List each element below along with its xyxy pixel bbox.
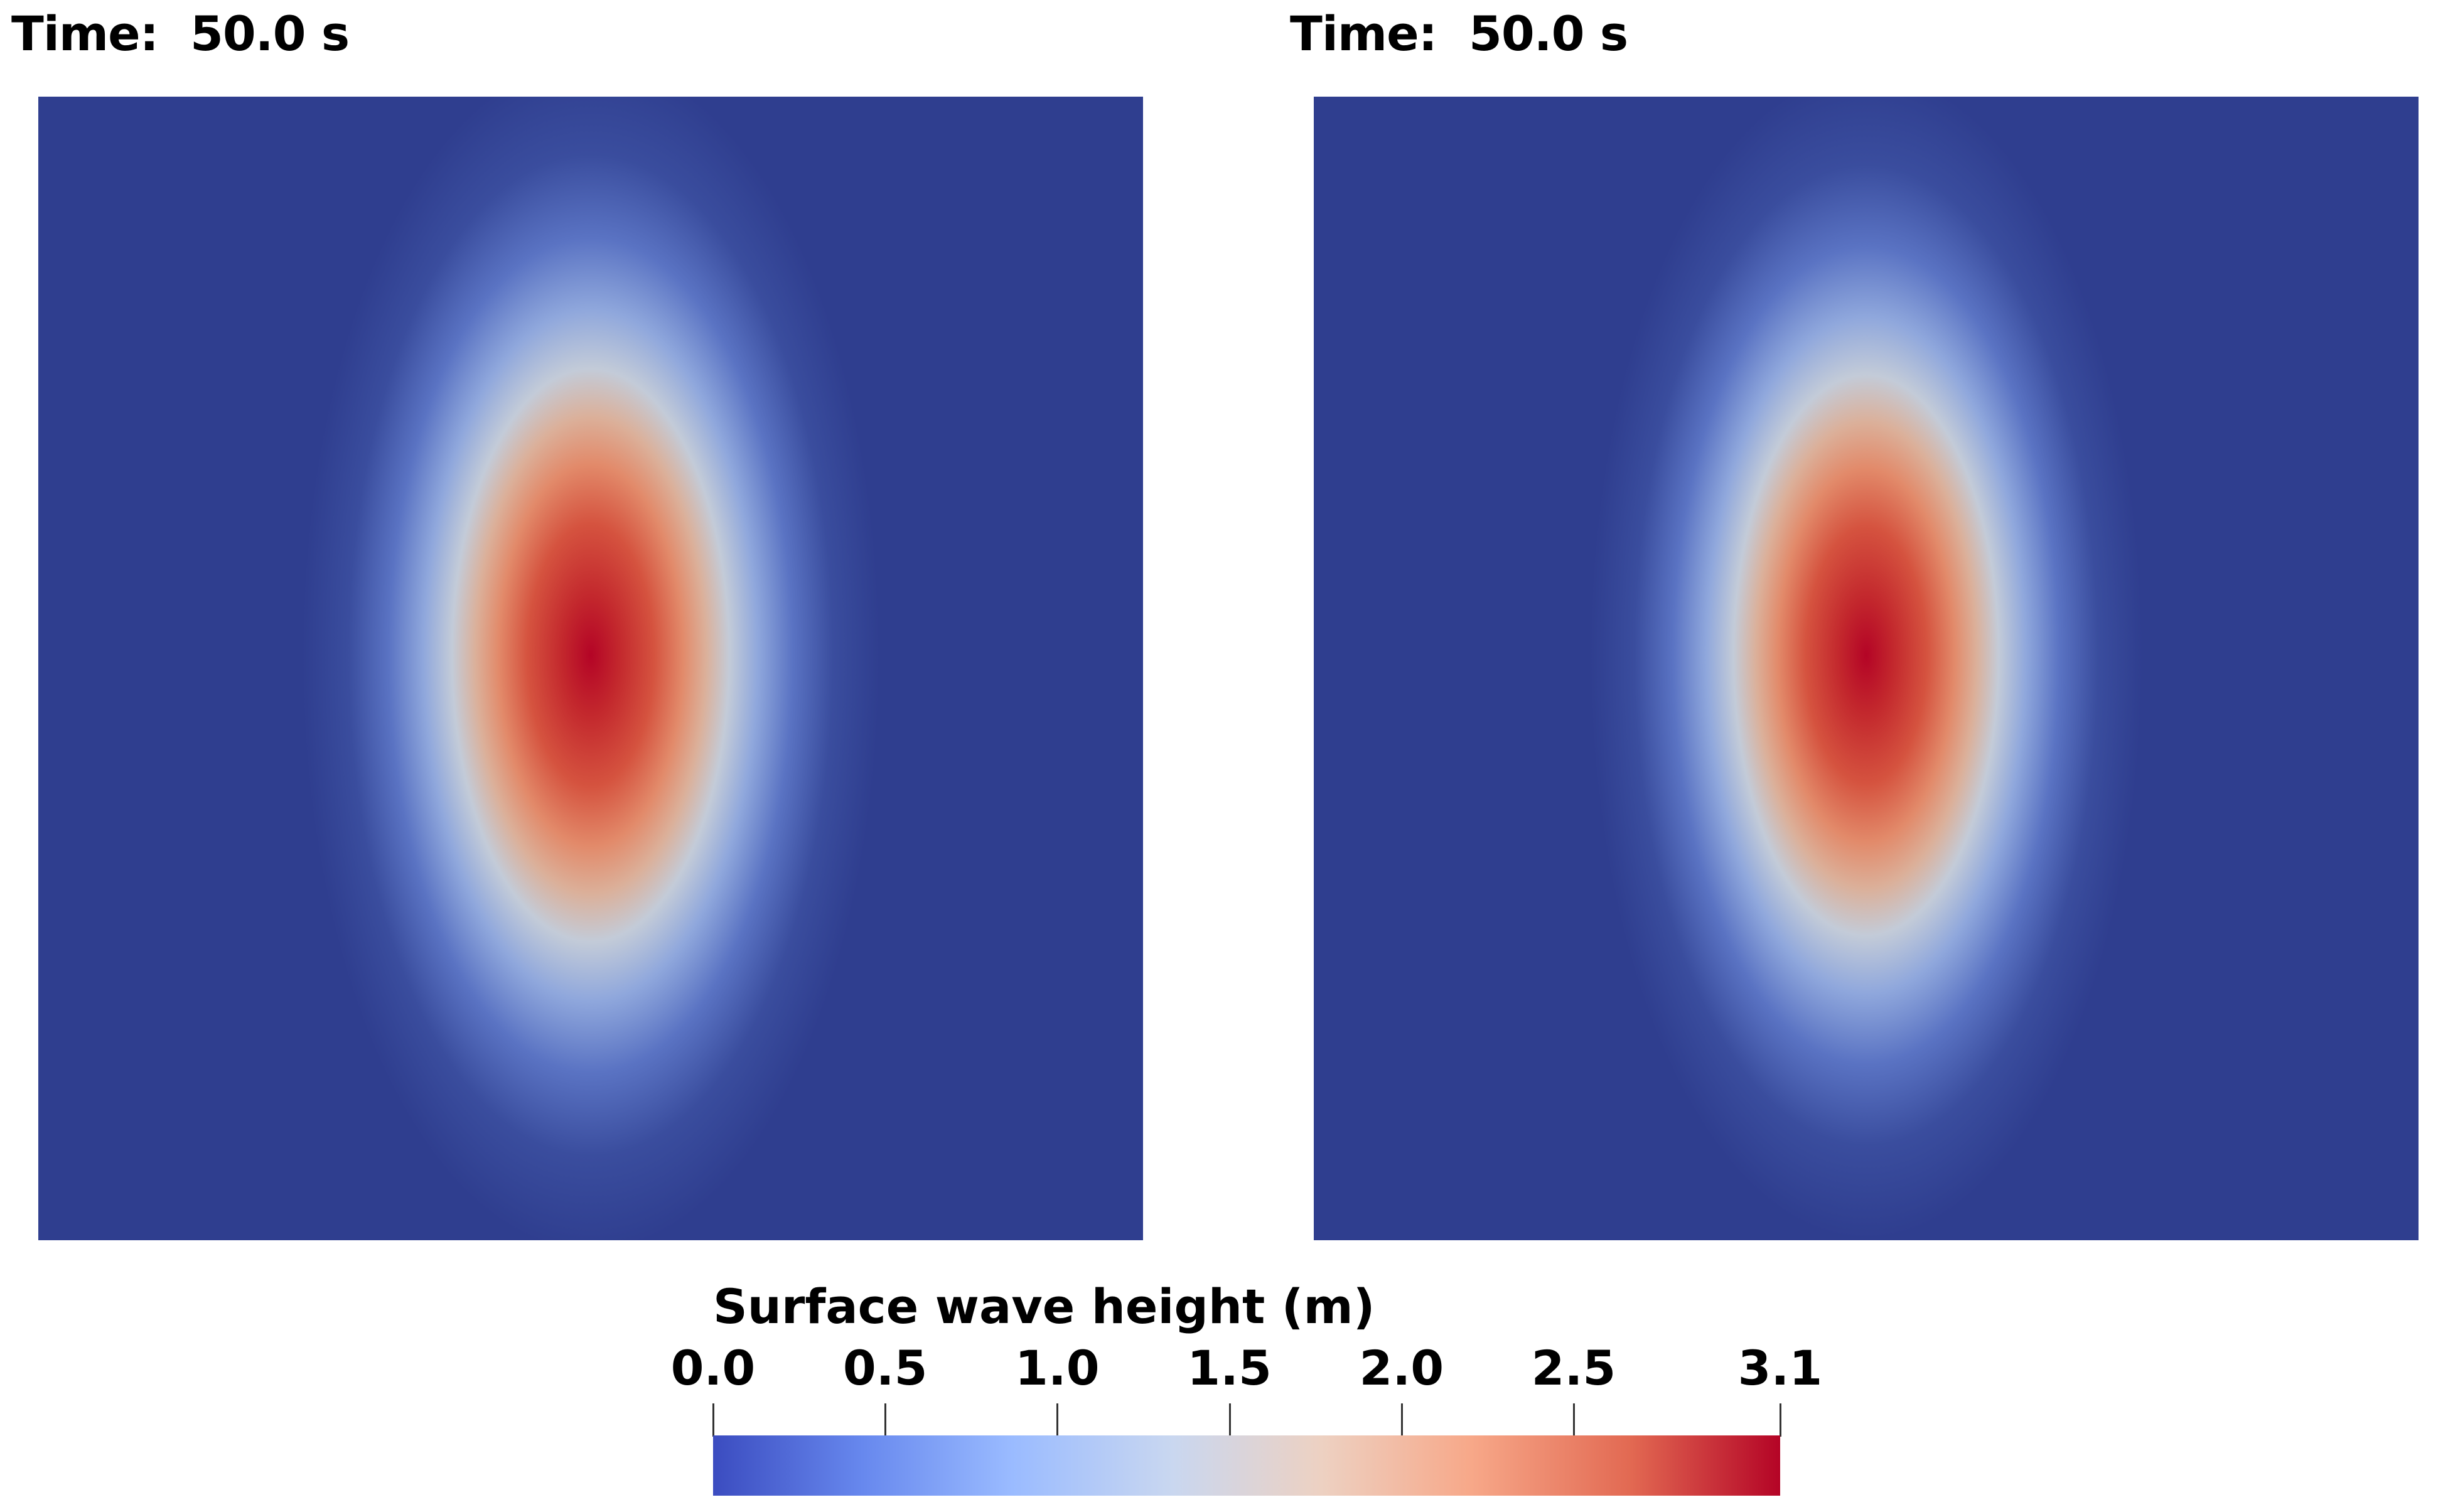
colorbar-tick-label: 2.5 <box>1531 1340 1616 1396</box>
colorbar-tick-label: 3.1 <box>1737 1340 1823 1396</box>
colorbar-tick-label: 1.5 <box>1187 1340 1272 1396</box>
colorbar-tick-label: 0.0 <box>670 1340 756 1396</box>
colorbar <box>713 1435 1780 1496</box>
colorbar-gradient <box>713 1435 1780 1496</box>
colorbar-tick <box>1780 1403 1781 1437</box>
time-label-left: Time: 50.0 s <box>11 6 350 62</box>
time-label-right: Time: 50.0 s <box>1290 6 1628 62</box>
colorbar-tick <box>1228 1403 1231 1437</box>
colorbar-tick <box>712 1403 714 1437</box>
wave-height-panel-right <box>1314 97 2419 1240</box>
colorbar-tick-label: 0.5 <box>842 1340 928 1396</box>
wave-field-left <box>38 97 1143 1240</box>
colorbar-tick-label: 1.0 <box>1015 1340 1100 1396</box>
colorbar-tick <box>884 1403 887 1437</box>
colorbar-title: Surface wave height (m) <box>713 1279 1375 1334</box>
wave-height-panel-left <box>38 97 1143 1240</box>
wave-field-right <box>1314 97 2419 1240</box>
colorbar-tick <box>1400 1403 1403 1437</box>
colorbar-tick <box>1056 1403 1059 1437</box>
colorbar-tick <box>1572 1403 1575 1437</box>
colorbar-tick-label: 2.0 <box>1359 1340 1444 1396</box>
